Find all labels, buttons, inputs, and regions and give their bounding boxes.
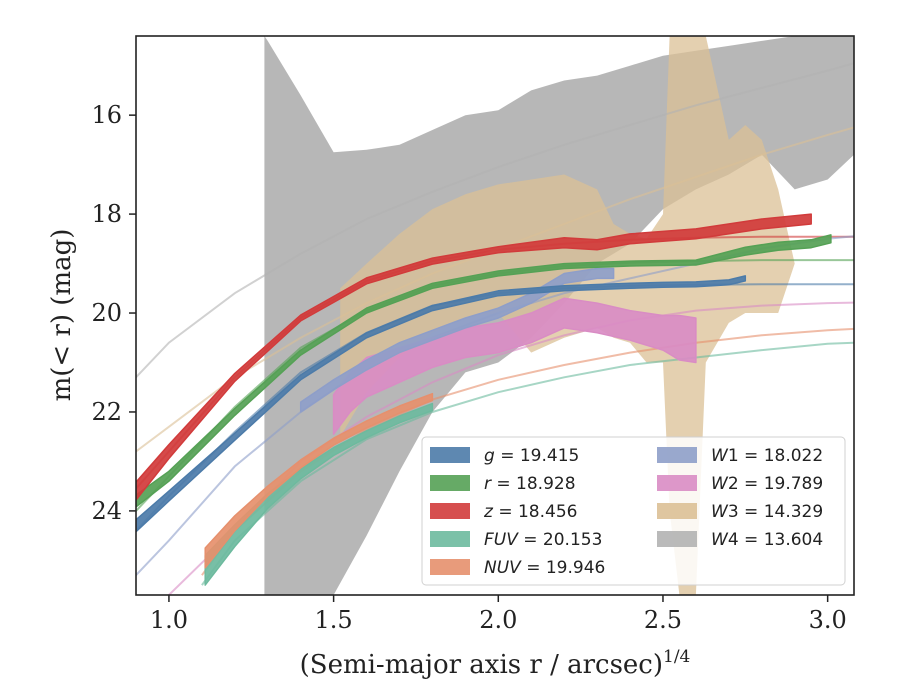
legend-swatch-w3 [657, 503, 697, 519]
legend-label-z: z = 18.456 [483, 502, 577, 522]
y-axis-label: m(< r) (mag) [47, 229, 77, 402]
legend-label-w2: W2 = 19.789 [711, 474, 823, 494]
x-tick-label: 2.5 [644, 606, 682, 634]
y-tick-label: 18 [91, 200, 122, 228]
x-tick-label: 2.0 [479, 606, 517, 634]
profile-z [136, 213, 812, 501]
x-tick-label: 1.5 [315, 606, 353, 634]
legend-label-fuv: FUV = 20.153 [484, 530, 602, 550]
profile-w1 [299, 267, 615, 413]
plot-area [136, 36, 854, 595]
legend: g = 19.415 r = 18.928 z = 18.456 FUV = 20.1… [421, 436, 846, 586]
legend-label-w3: W3 = 14.329 [711, 502, 823, 522]
legend-label-w1: W1 = 18.022 [711, 446, 823, 466]
model-curve-w4 [136, 62, 854, 378]
x-tick-label: 3.0 [809, 606, 847, 634]
y-tick-label: 16 [91, 101, 122, 129]
plot-frame [135, 35, 855, 596]
legend-swatch-r [430, 475, 470, 491]
x-tick-label: 1.0 [150, 606, 188, 634]
profile-r [136, 234, 832, 508]
legend-label-w4: W4 = 13.604 [711, 530, 823, 550]
profile-nuv [204, 392, 434, 569]
y-tick-label: 22 [91, 398, 122, 426]
legend-swatch-g [430, 447, 470, 463]
legend-swatch-w1 [657, 447, 697, 463]
legend-swatch-fuv [430, 531, 470, 547]
model-curve-fuv [201, 341, 854, 586]
legend-swatch-z [430, 503, 470, 519]
legend-swatch-w4 [657, 531, 697, 547]
legend-box [421, 436, 846, 586]
x-axis-ticks: 1.0 1.5 2.0 2.5 3.0 [150, 595, 847, 634]
y-axis-ticks: 16 18 20 22 24 [91, 101, 136, 525]
x-axis-label: (Semi-major axis r / arcsec)1/4 [300, 647, 691, 680]
legend-label-nuv: NUV = 19.946 [484, 558, 605, 578]
legend-label-g: g = 19.415 [484, 446, 579, 466]
y-tick-label: 20 [91, 299, 122, 327]
profile-g [136, 275, 747, 533]
legend-label-r: r = 18.928 [484, 474, 576, 494]
y-tick-label: 24 [91, 497, 122, 525]
legend-swatch-nuv [430, 559, 470, 575]
legend-swatch-w2 [657, 475, 697, 491]
